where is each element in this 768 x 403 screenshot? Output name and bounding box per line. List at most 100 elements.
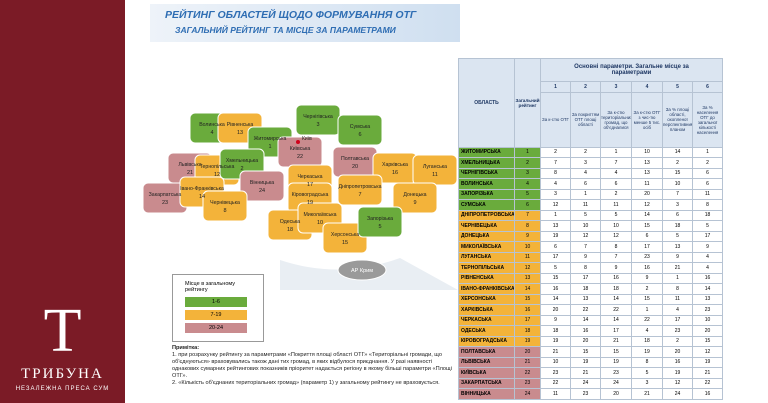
region-cell: ЛЬВІВСЬКА [458,356,515,368]
region-rating: 9 [413,200,416,206]
table-row: ХАРКІВСЬКА 16 20 22 22 1 4 23 [458,304,723,316]
param-cell: 23 [600,367,632,379]
region-name: Івано-Франківська [180,186,224,192]
region-cell: ЖИТОМИРСЬКА [458,146,515,158]
param-cell: 16 [540,283,571,295]
rating-cell: 2 [514,157,541,169]
param-cell: 23 [662,325,693,337]
table-row: ЧЕРКАСЬКА 17 9 14 14 22 17 10 [458,314,723,326]
region-rating: 22 [297,154,303,160]
table-head: ОБЛАСТЬ Загальний рейтинг Основні параметр… [458,58,723,148]
param-cell: 18 [600,283,632,295]
region-name: Миколаївська [304,212,337,218]
region-cell: ЗАКАРПАТСЬКА [458,377,515,389]
logo: T [43,297,82,365]
table-row: ДОНЕЦЬКА 9 19 12 12 6 5 17 [458,230,723,242]
param-cell: 6 [631,230,663,242]
region [337,114,383,146]
brand-tagline: НЕЗАЛЕЖНА ПРЕСА СУМ [15,386,110,392]
param-cell: 16 [692,272,723,284]
param-cell: 6 [540,241,571,253]
region-rating: 6 [358,132,361,138]
param-cell: 7 [600,251,632,263]
param-cell: 9 [662,251,693,263]
region-rating: 10 [317,220,323,226]
region-rating: 14 [199,194,205,200]
region-name: Тернопільська [200,164,235,170]
param-cell: 4 [662,304,693,316]
crimea-label: АР Крим [351,268,373,274]
param-cell: 8 [540,167,571,179]
param-cell: 13 [692,293,723,305]
region-name: Луганська [423,164,447,170]
region [202,190,248,222]
param-cell: 4 [570,167,601,179]
param-cell: 22 [570,304,601,316]
region-name: Чернігівська [303,114,333,120]
note: 1. при розрахунку рейтингу за параметрам… [172,352,452,379]
region-rating: 2 [240,166,243,172]
region-cell: ЛУГАНСЬКА [458,251,515,263]
param-cell: 22 [692,377,723,389]
region-name: Черкаська [297,174,322,180]
table-body: ЖИТОМИРСЬКА 1 2 2 1 10 14 1 ХМЕЛЬНИЦЬКА 2 7 3 7 13 2 2 Ч… [458,146,723,400]
region [357,206,403,238]
param-cell: 20 [692,325,723,337]
param-cell: 14 [662,146,693,158]
region-cell: ХМЕЛЬНИЦЬКА [458,157,515,169]
region-cell: ІВАНО-ФРАНКІВСЬКА [458,283,515,295]
param-cell: 3 [631,377,663,389]
rating-cell: 13 [514,272,541,284]
param-cell: 15 [692,335,723,347]
region-cell: СУМСЬКА [458,199,515,211]
param-number: 2 [570,81,601,93]
param-cell: 12 [631,199,663,211]
table-row: ОДЕСЬКА 18 18 16 17 4 23 20 [458,325,723,337]
param-cell: 5 [570,209,601,221]
param-cell: 13 [570,293,601,305]
rating-cell: 19 [514,335,541,347]
param-number: 5 [662,81,693,93]
region-rating: 19 [307,200,313,206]
region-name: Львівська [178,162,201,168]
region-name: Полтавська [341,156,369,162]
region-cell: ОДЕСЬКА [458,325,515,337]
param-cell: 16 [692,388,723,400]
legend: Місце в загальному рейтингу 1-6 7-19 20-24 [172,274,264,342]
region-cell: ЗАПОРІЗЬКА [458,188,515,200]
table-row: ЗАКАРПАТСЬКА 23 22 24 24 3 12 22 [458,377,723,389]
param-cell: 11 [662,293,693,305]
region-rating: 1 [268,144,271,150]
param-cell: 20 [631,188,663,200]
rating-cell: 11 [514,251,541,263]
param-cell: 2 [631,283,663,295]
sidebar: T ТРИБУНА НЕЗАЛЕЖНА ПРЕСА СУМ [0,0,125,403]
param-cell: 4 [692,251,723,263]
region-rating: 13 [237,130,243,136]
param-cell: 7 [662,188,693,200]
region-cell: ЧЕРНІГІВСЬКА [458,167,515,179]
rating-table: ОБЛАСТЬ Загальний рейтинг Основні параметр… [458,58,723,400]
rating-cell: 10 [514,241,541,253]
param-cell: 22 [600,304,632,316]
param-cell: 15 [631,293,663,305]
region-rating: 23 [162,200,168,206]
param-cell: 9 [692,241,723,253]
region-rating: 3 [316,122,319,128]
region-rating: 12 [214,172,220,178]
rating-cell: 21 [514,356,541,368]
table-row: ЧЕРНІВЕЦЬКА 8 13 10 10 15 18 5 [458,220,723,232]
param-cell: 12 [540,199,571,211]
param-cell: 15 [540,272,571,284]
param-cell: 24 [570,377,601,389]
param-cell: 16 [662,356,693,368]
param-cell: 19 [540,230,571,242]
region-name: Сумська [350,124,371,130]
param-cell: 5 [631,367,663,379]
param-cell: 1 [540,209,571,221]
param-cell: 6 [692,167,723,179]
region [332,146,378,178]
rating-cell: 20 [514,346,541,358]
region-rating: 8 [223,208,226,214]
rating-cell: 6 [514,199,541,211]
